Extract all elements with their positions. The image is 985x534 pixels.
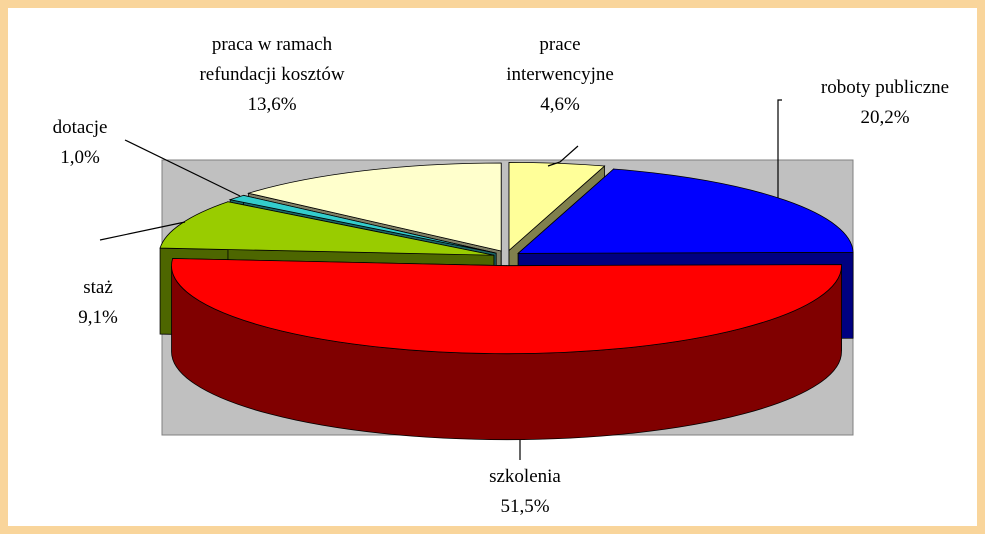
slice-label: prace interwencyjne 4,6% [495, 30, 625, 120]
slice-label: staż 9,1% [48, 273, 148, 333]
leader-line [99, 221, 186, 241]
leader-lines [99, 99, 782, 460]
value-label: 1,0% [60, 147, 100, 168]
category-label: prace interwencyjne [506, 34, 614, 85]
slice-label: dotacje 1,0% [20, 113, 140, 173]
category-label: szkolenia [489, 466, 561, 487]
slice [159, 201, 495, 256]
slice [517, 168, 854, 254]
category-label: dotacje [52, 117, 108, 138]
value-label: 51,5% [500, 496, 550, 517]
category-label: praca w ramach refundacji kosztów [199, 34, 345, 85]
slice-label: szkolenia 51,5% [425, 462, 625, 522]
slice-label: roboty publiczne 20,2% [770, 73, 985, 133]
category-label: staż [83, 277, 113, 298]
slice [171, 258, 842, 355]
value-label: 13,6% [247, 94, 297, 115]
slice [246, 162, 502, 252]
value-label: 20,2% [860, 107, 910, 128]
leader-line [777, 99, 782, 198]
pie [159, 161, 854, 441]
value-label: 9,1% [78, 307, 118, 328]
slice-label: praca w ramach refundacji kosztów 13,6% [187, 30, 357, 120]
leader-line [547, 145, 579, 167]
slice [228, 194, 497, 254]
leader-line [124, 139, 241, 197]
value-label: 4,6% [540, 94, 580, 115]
category-label: roboty publiczne [820, 77, 950, 98]
